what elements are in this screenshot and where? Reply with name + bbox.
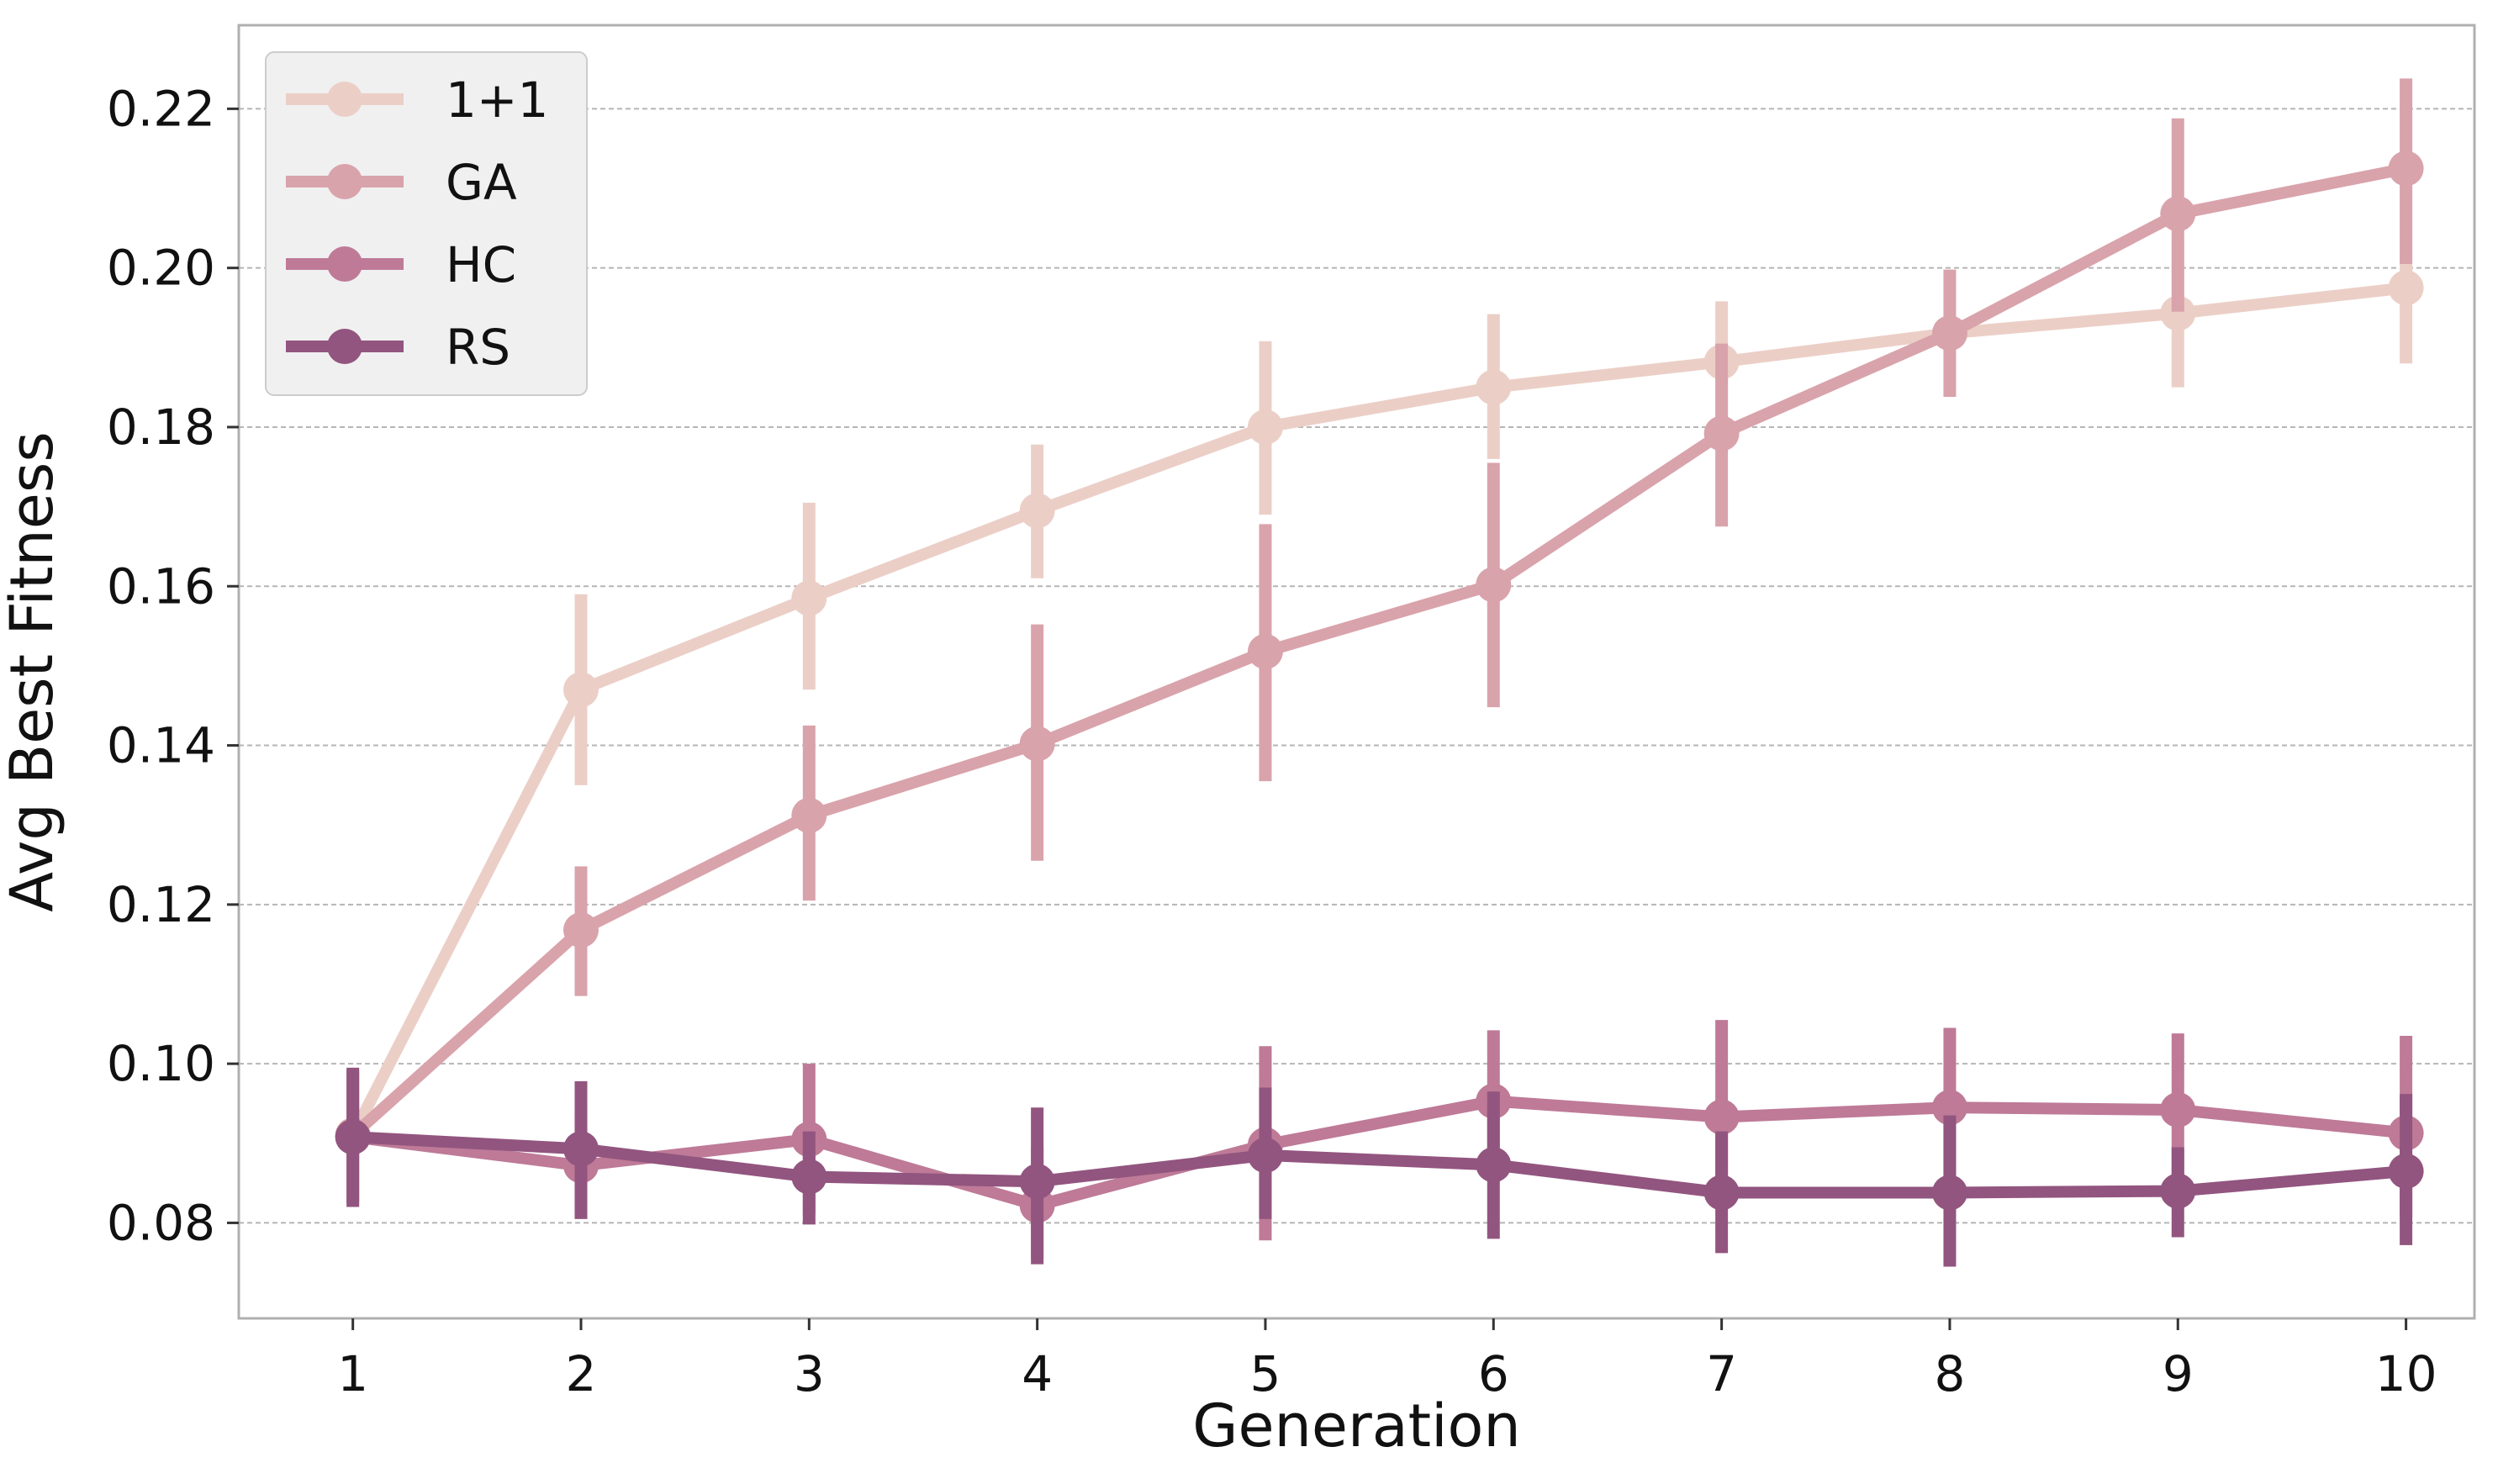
x-tick-label: 3 xyxy=(794,1345,825,1402)
data-point xyxy=(562,672,599,708)
data-point xyxy=(1247,633,1283,669)
y-axis-label: Avg Best Fitness xyxy=(0,431,66,912)
data-point xyxy=(2160,196,2196,232)
x-tick-label: 7 xyxy=(1706,1345,1737,1402)
legend-swatch-marker xyxy=(327,164,362,199)
x-tick-label: 6 xyxy=(1478,1345,1509,1402)
legend-label: RS xyxy=(446,319,510,376)
x-tick-label: 2 xyxy=(566,1345,597,1402)
x-tick-label: 9 xyxy=(2163,1345,2194,1402)
series-line xyxy=(352,1131,2407,1199)
data-point xyxy=(1931,1175,1967,1211)
y-tick-label: 0.12 xyxy=(107,876,215,933)
y-tick-label: 0.14 xyxy=(107,717,215,774)
data-point xyxy=(1019,1164,1055,1200)
series-line xyxy=(351,1095,2407,1212)
y-tick-label: 0.10 xyxy=(107,1035,215,1092)
legend-swatch-marker xyxy=(327,246,362,282)
plot-frame xyxy=(237,24,2476,1320)
y-tick-label: 0.08 xyxy=(107,1194,215,1251)
data-point xyxy=(2160,1092,2196,1128)
data-point xyxy=(562,1131,599,1167)
legend-label: HC xyxy=(446,236,516,293)
data-point xyxy=(1019,726,1055,762)
data-point xyxy=(791,1159,827,1195)
data-point xyxy=(1476,567,1512,603)
data-point xyxy=(1931,1090,1967,1126)
legend-swatch-marker xyxy=(327,82,362,117)
y-tick-label: 0.20 xyxy=(107,240,215,297)
data-point xyxy=(335,1119,371,1155)
data-point xyxy=(791,797,827,833)
x-tick-label: 1 xyxy=(337,1345,368,1402)
data-point xyxy=(2388,1153,2424,1189)
legend-box xyxy=(265,51,588,396)
legend-swatch-marker xyxy=(327,329,362,364)
data-point xyxy=(2160,1173,2196,1209)
series-group xyxy=(335,78,2424,1267)
axis-ticks: 0.08 0.10 0.12 0.14 0.16 0.18 0.20 0.22 1 2 3 4 5 6 7 8… xyxy=(107,80,2437,1402)
data-point xyxy=(1247,409,1283,445)
data-point xyxy=(2388,151,2424,187)
y-tick-label: 0.22 xyxy=(107,80,215,137)
data-point xyxy=(1703,1099,1740,1135)
data-point xyxy=(1019,493,1055,529)
x-tick-label: 8 xyxy=(1934,1345,1965,1402)
data-point xyxy=(1703,1175,1740,1211)
data-point xyxy=(1247,1137,1283,1173)
data-point xyxy=(562,912,599,948)
series-rs xyxy=(335,1067,2424,1267)
x-tick-label: 10 xyxy=(2375,1345,2437,1402)
data-point xyxy=(791,580,827,616)
x-tick-label: 5 xyxy=(1250,1345,1281,1402)
x-axis-label: Generation xyxy=(1192,1392,1521,1460)
data-point xyxy=(2160,295,2196,331)
y-tick-label: 0.16 xyxy=(107,557,215,615)
data-point xyxy=(1476,369,1512,405)
legend-label: 1+1 xyxy=(446,71,548,129)
series-line xyxy=(348,162,2407,1140)
series-line xyxy=(347,282,2407,1138)
x-tick-label: 4 xyxy=(1022,1345,1053,1402)
data-point xyxy=(1703,415,1740,452)
legend: 1+1 GA HC RS xyxy=(265,51,588,396)
data-point xyxy=(1476,1147,1512,1183)
data-point xyxy=(1931,315,1967,351)
data-point xyxy=(2388,270,2424,306)
grid-lines xyxy=(239,108,2474,1224)
legend-label: GA xyxy=(446,154,517,211)
y-tick-label: 0.18 xyxy=(107,399,215,456)
